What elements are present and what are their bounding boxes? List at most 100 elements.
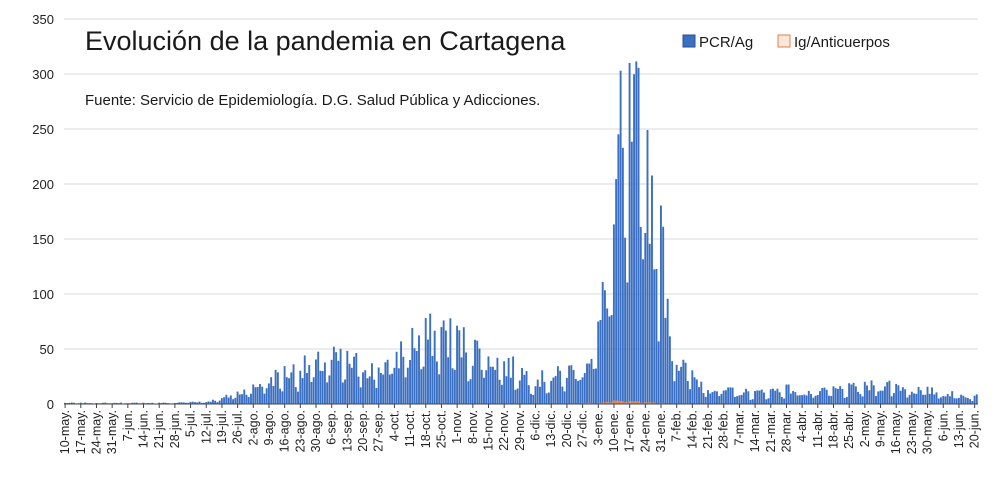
bar-pcr-ag — [633, 74, 636, 404]
bar-pcr-ag — [261, 386, 264, 404]
bar-pcr-ag — [478, 348, 481, 404]
bar-pcr-ag — [769, 389, 772, 404]
x-tick-label: 27-sep. — [372, 410, 386, 452]
bar-pcr-ag — [892, 393, 895, 404]
bar-pcr-ag — [220, 398, 223, 404]
bar-pcr-ag — [505, 376, 508, 404]
bar-ig-anticuerpos — [644, 402, 647, 404]
bar-pcr-ag — [196, 402, 199, 404]
bar-pcr-ag — [254, 387, 257, 404]
bar-ig-anticuerpos — [628, 400, 631, 404]
bar-ig-anticuerpos — [648, 402, 651, 404]
bar-pcr-ag — [323, 362, 326, 404]
bar-pcr-ag — [731, 387, 734, 404]
bar-pcr-ag — [700, 381, 703, 404]
x-tick-label: 20-dic. — [560, 410, 574, 448]
bar-ig-anticuerpos — [630, 401, 633, 404]
bar-ig-anticuerpos — [588, 402, 591, 404]
x-tick-label: 18-oct. — [419, 410, 433, 448]
x-tick-label: 28-jun. — [168, 410, 182, 448]
bar-pcr-ag — [948, 396, 951, 404]
x-tick-label: 14-jun. — [137, 410, 151, 448]
bar-pcr-ag — [162, 402, 165, 404]
bar-pcr-ag — [962, 395, 965, 404]
bar-pcr-ag — [630, 141, 633, 405]
bar-pcr-ag — [776, 388, 779, 404]
bar-ig-anticuerpos — [612, 400, 615, 404]
bar-pcr-ag — [227, 397, 230, 404]
bar-pcr-ag — [200, 402, 203, 404]
bar-pcr-ag — [904, 389, 907, 404]
bar-pcr-ag — [751, 399, 754, 404]
bar-pcr-ag — [810, 394, 812, 404]
x-tick-label: 7-jun. — [121, 410, 135, 441]
bar-pcr-ag — [202, 402, 205, 404]
bar-pcr-ag — [178, 402, 181, 404]
bar-pcr-ag — [579, 379, 582, 404]
bar-pcr-ag — [727, 387, 730, 404]
bar-pcr-ag — [796, 395, 799, 404]
bar-pcr-ag — [608, 316, 611, 404]
bar-pcr-ag — [512, 356, 515, 404]
bar-pcr-ag — [373, 379, 376, 404]
bar-pcr-ag — [518, 380, 521, 404]
bar-pcr-ag — [648, 243, 651, 404]
bar-pcr-ag — [270, 377, 273, 404]
bar-pcr-ag — [250, 393, 252, 404]
bar-pcr-ag — [823, 387, 826, 404]
bar-pcr-ag — [931, 387, 933, 404]
bar-pcr-ag — [189, 401, 192, 404]
bar-pcr-ag — [825, 389, 828, 404]
x-tick-label: 10-may. — [58, 410, 72, 454]
x-tick-label: 31-ene. — [654, 410, 668, 452]
bar-ig-anticuerpos — [624, 401, 627, 404]
bar-pcr-ag — [919, 390, 922, 404]
bar-pcr-ag — [187, 402, 190, 404]
bar-pcr-ag — [335, 352, 338, 404]
bar-pcr-ag — [245, 394, 248, 404]
bar-pcr-ag — [297, 391, 299, 404]
bar-pcr-ag — [738, 395, 741, 404]
bar-ig-anticuerpos — [610, 402, 613, 404]
bar-ig-anticuerpos — [626, 402, 629, 404]
series-pcr-ag — [64, 61, 978, 405]
x-tick-label: 16-may. — [889, 410, 903, 454]
bar-pcr-ag — [337, 360, 340, 404]
bar-pcr-ag — [942, 396, 945, 404]
bar-pcr-ag — [516, 388, 519, 404]
bar-pcr-ag — [395, 351, 398, 404]
bar-pcr-ag — [722, 390, 725, 404]
x-tick-label: 24-may. — [90, 410, 104, 454]
bar-pcr-ag — [453, 369, 456, 404]
bar-pcr-ag — [910, 391, 913, 404]
bar-pcr-ag — [803, 394, 806, 404]
bar-pcr-ag — [599, 319, 602, 404]
bar-ig-anticuerpos — [590, 402, 593, 404]
bar-pcr-ag — [924, 394, 927, 404]
bar-pcr-ag — [283, 366, 286, 404]
bar-pcr-ag — [830, 395, 833, 404]
bar-pcr-ag — [382, 374, 385, 404]
bar-pcr-ag — [368, 376, 371, 404]
bar-pcr-ag — [861, 396, 864, 404]
bar-pcr-ag — [659, 205, 662, 404]
bar-pcr-ag — [718, 396, 721, 404]
bar-pcr-ag — [928, 393, 931, 404]
bar-pcr-ag — [872, 385, 875, 404]
bar-pcr-ag — [485, 370, 488, 404]
bar-pcr-ag — [657, 341, 660, 404]
bar-pcr-ag — [581, 377, 584, 404]
bar-pcr-ag — [514, 389, 517, 404]
bar-pcr-ag — [653, 269, 656, 404]
bar-ig-anticuerpos — [639, 402, 642, 404]
bar-pcr-ag — [288, 378, 291, 404]
bar-pcr-ag — [442, 320, 445, 404]
bar-pcr-ag — [339, 348, 342, 404]
bar-pcr-ag — [198, 401, 201, 404]
bar-pcr-ag — [346, 350, 349, 404]
bar-pcr-ag — [615, 179, 618, 404]
bar-pcr-ag — [290, 372, 293, 404]
bar-pcr-ag — [691, 370, 694, 404]
x-tick-label: 16-ago. — [278, 410, 292, 452]
bar-pcr-ag — [937, 398, 940, 404]
